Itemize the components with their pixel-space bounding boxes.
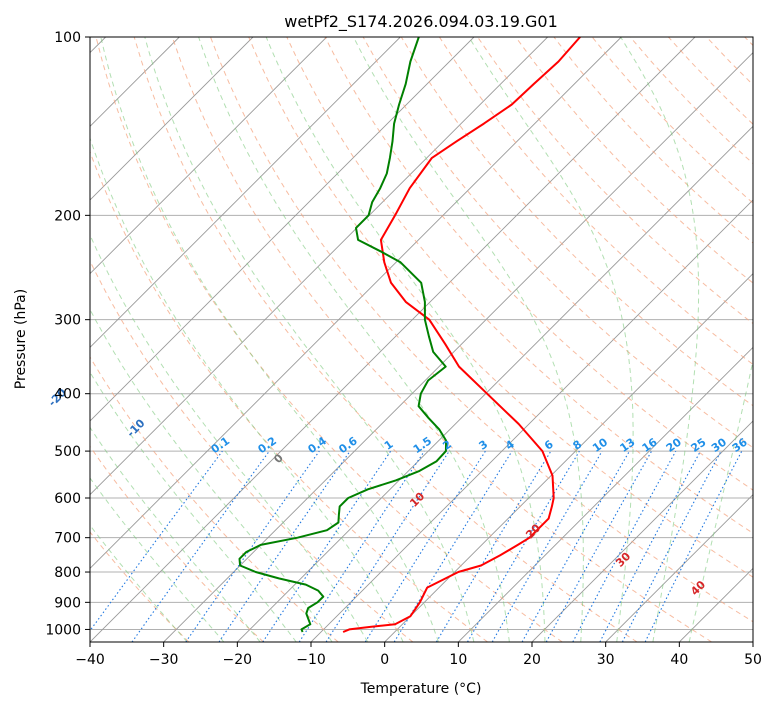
y-tick-label: 200 (54, 208, 81, 224)
dry-adiabat-line (90, 531, 190, 642)
x-tick-label: −20 (223, 652, 253, 668)
mixing-ratio-line (298, 450, 425, 642)
dry-adiabat-line (400, 37, 753, 407)
isotherm-line (90, 37, 475, 422)
moist-adiabat-line (90, 426, 261, 642)
dry-adiabat-line (90, 445, 264, 642)
dry-adiabat-line (286, 37, 753, 534)
y-tick-label: 900 (54, 595, 81, 611)
mixing-ratio-line (521, 450, 630, 642)
moist-adiabat-line (90, 477, 225, 642)
mixing-ratio-line (218, 450, 351, 642)
mixing-ratio-line (185, 450, 320, 642)
x-tick-label: 50 (744, 652, 762, 668)
moist-adiabat-line (265, 37, 546, 642)
y-tick-label: 1000 (45, 622, 81, 638)
y-tick-label: 300 (54, 313, 81, 329)
isotherm-line (90, 37, 622, 569)
x-tick-label: −40 (75, 652, 105, 668)
isotherm-line (237, 125, 753, 642)
x-tick-label: 10 (449, 652, 467, 668)
mixing-ratio-line (131, 450, 270, 642)
x-tick-label: 40 (670, 652, 688, 668)
isotherm-line (90, 37, 254, 201)
x-tick-label: −10 (296, 652, 326, 668)
isotherm-line (163, 52, 753, 642)
y-tick-label: 800 (54, 565, 81, 581)
isotherm-line (90, 37, 327, 275)
moist-adiabat-line (90, 136, 404, 642)
mixing-ratio-line (545, 450, 653, 642)
dry-adiabat-line (90, 356, 339, 642)
moist-adiabat-line (90, 233, 369, 642)
isotherm-line (90, 37, 696, 642)
dry-adiabat-line (248, 37, 753, 578)
x-tick-label: 20 (523, 652, 541, 668)
y-tick-label: 700 (54, 531, 81, 547)
dewpoint-profile-line (238, 37, 448, 633)
moist-adiabat-line (100, 37, 439, 642)
y-axis-label: Pressure (hPa) (13, 289, 29, 389)
y-tick-label: 400 (54, 387, 81, 403)
mixing-ratio-line (572, 450, 677, 642)
isotherm-line (90, 37, 401, 348)
isotherm-line (384, 273, 753, 642)
dry-adiabat-line (171, 37, 712, 642)
y-tick-label: 100 (54, 30, 81, 46)
mixing-ratio-line (393, 450, 513, 642)
axes: −40 −30 −20 −10 0 10 20 30 40 50 100 200 300 400 500 60… (45, 30, 762, 668)
isotherm-line (605, 494, 753, 642)
moist-adiabat-line (90, 371, 297, 642)
moist-adiabat-line (144, 37, 475, 642)
mixing-ratio-line (325, 450, 450, 642)
x-tick-label: 30 (597, 652, 615, 668)
plot-area (90, 37, 753, 642)
dry-adiabat-line (438, 37, 753, 366)
isotherm-line (531, 420, 753, 642)
dry-adiabat-line (95, 37, 563, 642)
mixing-ratio-line (262, 450, 392, 642)
x-tick-label: −30 (149, 652, 179, 668)
y-tick-label: 600 (54, 491, 81, 507)
x-tick-label: 0 (380, 652, 389, 668)
dry-adiabat-line (515, 37, 753, 284)
temperature-profile-line (342, 37, 581, 633)
moist-adiabat-line (353, 37, 584, 642)
chart-title: wetPf2_S174.2026.094.03.19.G01 (284, 12, 558, 32)
y-tick-label: 500 (54, 444, 81, 460)
x-axis-label: Temperature (°C) (360, 681, 482, 697)
mixing-ratio-line (644, 450, 743, 642)
moist-adiabat-line (620, 37, 700, 642)
dry-adiabat-line (210, 37, 753, 623)
dry-adiabat-line (133, 37, 638, 642)
moist-adiabat-line (90, 524, 188, 642)
dry-adiabat-line (90, 259, 414, 642)
mixing-ratio-line (90, 450, 223, 632)
plot-frame (89, 36, 754, 643)
isotherm-line (458, 346, 753, 642)
dry-adiabat-line (90, 150, 488, 642)
isotherm-line (90, 37, 548, 496)
